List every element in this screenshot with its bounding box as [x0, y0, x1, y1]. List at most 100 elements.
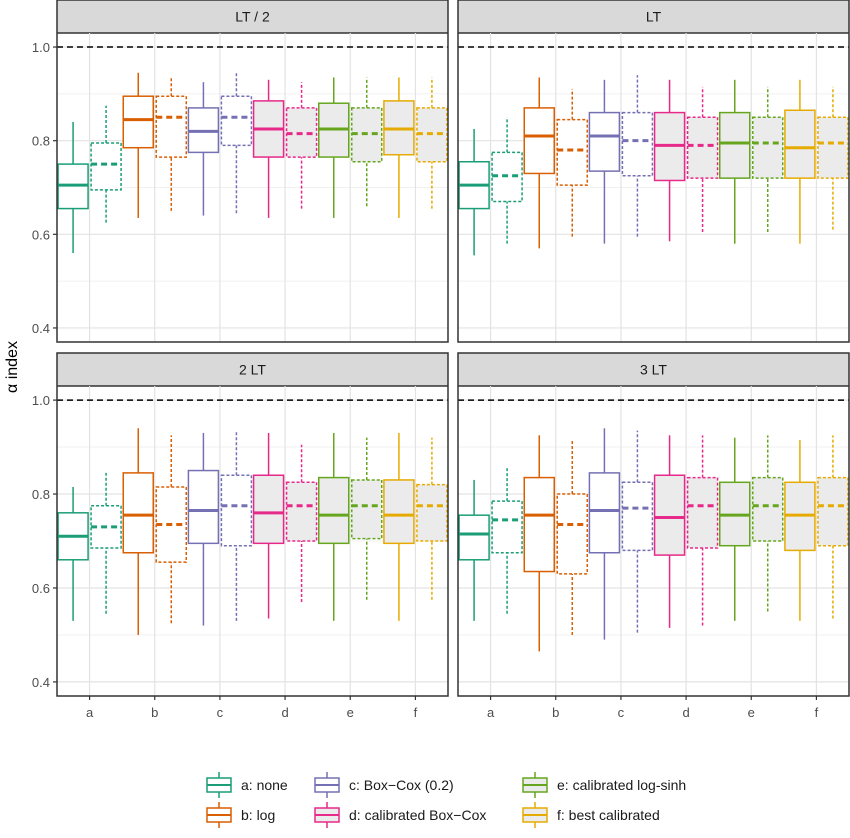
box-f-dashed [416, 437, 448, 600]
panel-1: LT / 2 0.4 0.6 0.8 1.0 [32, 0, 449, 343]
box-iqr [252, 474, 285, 545]
legend-label: e: calibrated log-sinh [557, 777, 686, 793]
box-a-solid [458, 128, 490, 256]
box-iqr [122, 95, 154, 149]
box-iqr [817, 476, 849, 547]
panel-title: 3 LT [640, 362, 667, 378]
legend-item-f: f: best calibrated [522, 802, 660, 828]
y-tick-label: 1.0 [32, 40, 50, 55]
y-tick-label: 0.4 [32, 675, 50, 690]
x-tick-label: c [217, 705, 224, 720]
box-iqr [90, 142, 122, 191]
box-c-solid [588, 428, 621, 640]
panel-border [56, 352, 449, 697]
box-iqr [752, 116, 784, 179]
box-b-dashed [556, 89, 588, 237]
box-iqr [621, 481, 654, 552]
box-d-dashed [285, 444, 318, 603]
box-d-solid [252, 79, 285, 218]
x-tick-label: c [618, 705, 625, 720]
box-iqr [588, 111, 621, 172]
panel-title: LT [646, 9, 662, 25]
box-d-dashed [285, 82, 318, 209]
legend-label: f: best calibrated [557, 807, 660, 823]
y-tick-label: 0.4 [32, 321, 50, 336]
box-a-solid [57, 121, 89, 254]
box-d-dashed [686, 435, 719, 626]
box-f-solid [784, 440, 816, 621]
box-f-dashed [817, 435, 849, 619]
y-tick-label: 0.6 [32, 581, 50, 596]
x-tick-label: b [151, 705, 158, 720]
box-iqr [155, 95, 187, 158]
box-e-solid [719, 79, 751, 244]
box-iqr [383, 479, 415, 545]
box-e-solid [318, 77, 350, 218]
x-tick-label: a [487, 705, 495, 720]
box-iqr [784, 109, 816, 179]
box-iqr [719, 111, 751, 179]
legend-item-c: c: Box−Cox (0.2) [314, 772, 454, 798]
facet-panels: LT / 2 0.4 0.6 0.8 1.0 LT 2 LT 0.4 0.6 0.8 1.0 3 LT [32, 0, 850, 697]
x-tick-label: a [86, 705, 94, 720]
box-a-dashed [90, 472, 122, 614]
x-tick-label: f [414, 705, 418, 720]
y-axis-label: α index [4, 341, 21, 393]
box-e-dashed [752, 435, 784, 612]
box-f-solid [383, 432, 415, 621]
box-iqr [621, 111, 654, 177]
box-d-solid [252, 432, 285, 619]
box-a-solid [458, 479, 490, 621]
box-iqr [686, 476, 719, 549]
box-e-dashed [752, 86, 784, 232]
panel-2: LT [457, 0, 850, 343]
box-b-solid [122, 72, 154, 218]
box-c-dashed [220, 430, 253, 621]
box-e-dashed [351, 437, 383, 600]
box-iqr [285, 481, 318, 542]
box-b-dashed [155, 77, 187, 211]
box-f-dashed [817, 86, 849, 230]
box-iqr [523, 476, 555, 573]
box-iqr [351, 479, 383, 540]
panel-3: 2 LT 0.4 0.6 0.8 1.0 [32, 352, 449, 697]
box-e-dashed [351, 77, 383, 207]
legend-item-b: b: log [206, 802, 275, 828]
box-b-dashed [556, 440, 588, 635]
box-c-solid [588, 79, 621, 244]
box-a-solid [57, 486, 89, 621]
x-tick-label: e [748, 705, 755, 720]
box-f-dashed [416, 77, 448, 209]
panel-border [56, 0, 449, 343]
panel-4: 3 LT [457, 352, 850, 697]
box-a-dashed [491, 468, 523, 614]
box-b-solid [523, 77, 555, 249]
x-tick-label: f [815, 705, 819, 720]
box-iqr [653, 474, 686, 556]
box-c-dashed [621, 430, 654, 633]
box-c-solid [187, 82, 220, 216]
box-b-dashed [155, 435, 187, 624]
y-tick-label: 0.6 [32, 227, 50, 242]
y-tick-label: 0.8 [32, 487, 50, 502]
box-d-solid [653, 79, 686, 242]
box-iqr [122, 472, 154, 554]
x-tick-label: e [347, 705, 354, 720]
panel-title: LT / 2 [235, 9, 270, 25]
box-iqr [458, 514, 490, 561]
box-iqr [523, 107, 555, 175]
legend: a: none b: log c: Box−Cox (0.2) d: calibrat… [206, 772, 686, 828]
x-tick-label: d [281, 705, 288, 720]
legend-label: a: none [241, 777, 288, 793]
box-iqr [556, 493, 588, 575]
box-iqr [220, 95, 253, 147]
box-d-solid [653, 435, 686, 628]
box-e-solid [318, 432, 350, 621]
x-tick-label: d [682, 705, 689, 720]
panel-strip [458, 353, 849, 386]
legend-label: d: calibrated Box−Cox [349, 807, 486, 823]
box-e-solid [719, 437, 751, 621]
box-c-dashed [621, 75, 654, 237]
legend-item-a: a: none [206, 772, 288, 798]
